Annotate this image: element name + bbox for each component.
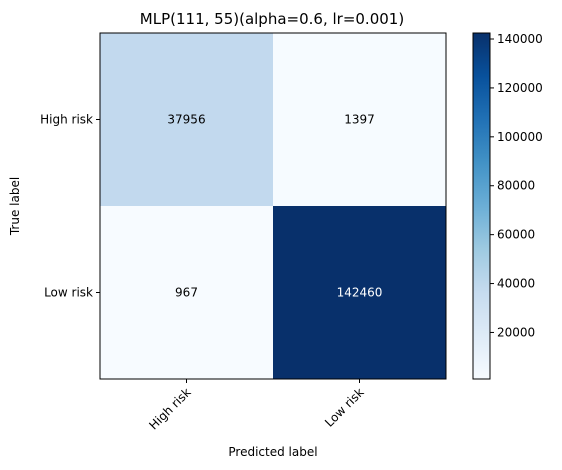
cell-value-label: 37956 [167, 113, 205, 127]
colorbar-ticks: 20000 40000 60000 80000 100000 120000 140000 [490, 32, 543, 339]
heatmap-cell [273, 206, 446, 379]
y-tick-label: High risk [40, 113, 93, 127]
x-tick-label: Low risk [322, 385, 367, 430]
colorbar-tick-label: 100000 [497, 130, 543, 144]
heatmap-cell [100, 33, 273, 206]
colorbar-tick-label: 40000 [497, 277, 535, 291]
x-tick-label: High risk [146, 385, 193, 432]
heatmap-cell [273, 33, 446, 206]
y-axis-label: True label [8, 177, 22, 236]
cell-value-label: 142460 [337, 286, 383, 300]
plot-frame [99, 32, 447, 380]
colorbar [472, 32, 491, 380]
y-axis-ticks: High risk Low risk [40, 113, 100, 300]
chart-title: MLP(111, 55)(alpha=0.6, lr=0.001) [140, 10, 404, 28]
x-axis-label: Predicted label [228, 445, 317, 459]
y-tick-label: Low risk [44, 286, 93, 300]
x-axis-ticks: High risk Low risk [146, 379, 367, 433]
heatmap-cell [100, 206, 273, 379]
colorbar-tick-label: 60000 [497, 228, 535, 242]
colorbar-tick-label: 120000 [497, 81, 543, 95]
colorbar-tick-label: 20000 [497, 325, 535, 339]
colorbar-tick-label: 140000 [497, 32, 543, 46]
heatmap-cells: 37956 1397 967 142460 [100, 33, 446, 379]
colorbar-tick-label: 80000 [497, 179, 535, 193]
cell-value-label: 967 [175, 286, 198, 300]
cell-value-label: 1397 [344, 113, 375, 127]
